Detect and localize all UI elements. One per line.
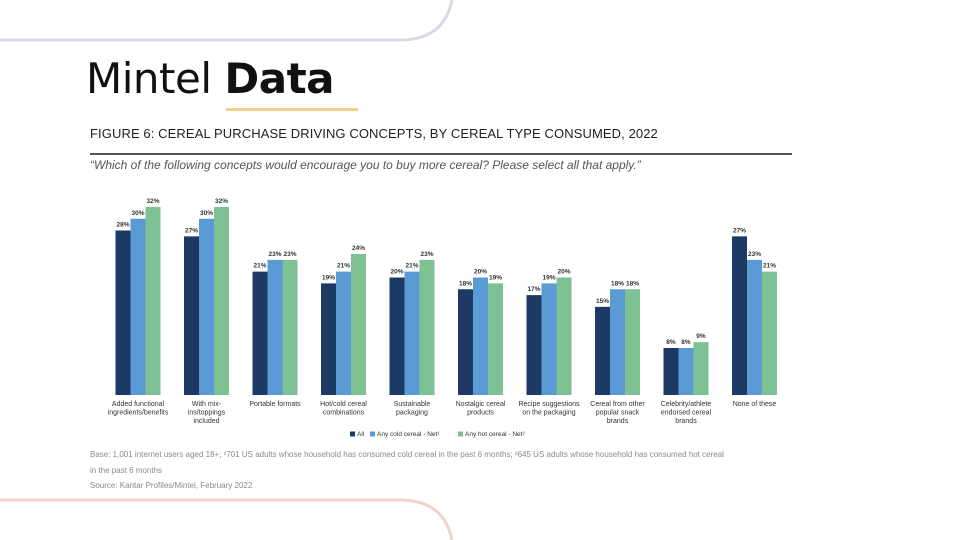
bar-5-series-1 xyxy=(389,277,405,395)
bar-9-series-3 xyxy=(693,342,709,395)
data-label-4-2: 21% xyxy=(337,263,350,270)
data-label-7-2: 19% xyxy=(542,274,555,281)
bar-10-series-1 xyxy=(732,236,747,395)
bar-9-series-1 xyxy=(663,348,679,395)
bar-3-series-2 xyxy=(267,259,283,395)
legend-label-2: Any cold cereal - Net¹ xyxy=(377,431,440,438)
brand-name-bold: Data xyxy=(224,54,334,103)
figure-question: “Which of the following concepts would e… xyxy=(90,158,641,172)
source-note: Source: Kantar Profiles/Mintel, February… xyxy=(90,481,253,490)
bar-5-series-2 xyxy=(404,271,420,395)
legend-swatch-1 xyxy=(350,431,355,437)
bar-3-series-3 xyxy=(282,259,298,395)
bar-8-series-1 xyxy=(595,306,610,395)
bar-7-series-2 xyxy=(541,283,557,395)
data-label-7-1: 17% xyxy=(527,286,540,293)
data-label-7-3: 20% xyxy=(557,269,570,276)
bar-4-series-1 xyxy=(321,283,336,395)
category-label-5: Sustainable packaging xyxy=(394,401,431,417)
category-label-3: Portable formats xyxy=(249,401,301,408)
bar-10-series-3 xyxy=(762,271,777,395)
bar-6-series-1 xyxy=(458,289,473,395)
data-label-4-1: 19% xyxy=(322,274,335,281)
data-label-8-1: 15% xyxy=(596,298,609,305)
figure-title-rule xyxy=(90,153,792,155)
data-label-3-3: 23% xyxy=(283,251,296,258)
bar-2-series-2 xyxy=(199,218,214,395)
category-label-8: Cereal from other popular snack brands xyxy=(590,401,645,425)
bar-4-series-3 xyxy=(351,254,366,395)
data-label-10-1: 27% xyxy=(733,227,746,234)
brand-name-light: Mintel xyxy=(86,54,212,103)
category-label-1: Added functional ingredients/benefits xyxy=(108,401,169,417)
bar-2-series-1 xyxy=(184,236,199,395)
data-label-10-2: 23% xyxy=(748,251,761,258)
data-label-10-3: 21% xyxy=(763,263,776,270)
bar-1-series-2 xyxy=(130,218,146,395)
data-label-9-1: 8% xyxy=(666,339,676,346)
data-label-8-3: 18% xyxy=(626,280,639,287)
data-label-5-3: 23% xyxy=(420,251,433,258)
data-label-6-3: 19% xyxy=(489,274,502,281)
data-label-9-2: 8% xyxy=(681,339,691,346)
data-label-3-2: 23% xyxy=(268,251,281,258)
base-note-line1: Base: 1,001 internet users aged 18+; ¹70… xyxy=(90,450,724,459)
legend-label-3: Any hot cereal - Net² xyxy=(465,431,525,438)
bar-4-series-2 xyxy=(336,271,351,395)
data-label-5-2: 21% xyxy=(405,263,418,270)
category-label-7: Recipe suggestions on the packaging xyxy=(518,401,580,417)
bar-7-series-1 xyxy=(526,295,542,395)
legend-swatch-3 xyxy=(458,431,463,437)
legend-label-1: All xyxy=(357,431,365,438)
bar-6-series-3 xyxy=(488,283,503,395)
bar-8-series-3 xyxy=(625,289,640,395)
bar-2-series-3 xyxy=(214,207,229,395)
bar-1-series-3 xyxy=(145,207,161,395)
category-label-4: Hot/cold cereal combinations xyxy=(320,401,367,417)
category-label-2: With mix-ins/toppings included xyxy=(188,401,226,425)
bar-9-series-2 xyxy=(678,348,694,395)
category-label-10: None of these xyxy=(733,401,777,408)
data-label-5-1: 20% xyxy=(390,269,403,276)
data-label-8-2: 18% xyxy=(611,280,624,287)
data-label-1-2: 30% xyxy=(131,210,144,217)
data-label-2-2: 30% xyxy=(200,210,213,217)
brand-underline xyxy=(226,108,358,111)
bar-6-series-2 xyxy=(473,277,488,395)
bar-8-series-2 xyxy=(610,289,625,395)
data-label-1-3: 32% xyxy=(146,198,159,205)
data-label-1-1: 28% xyxy=(116,222,129,229)
base-note-line2: in the past 6 months xyxy=(90,466,163,475)
data-label-9-3: 9% xyxy=(696,333,706,340)
data-label-3-1: 21% xyxy=(253,263,266,270)
category-label-9: Celebrity/athlete endorsed cereal brands xyxy=(661,401,712,425)
category-label-6: Nostalgic cereal products xyxy=(456,401,506,417)
data-label-4-3: 24% xyxy=(352,245,365,252)
legend-swatch-2 xyxy=(370,431,375,437)
bar-1-series-1 xyxy=(115,230,131,395)
bar-3-series-1 xyxy=(252,271,268,395)
data-label-6-2: 20% xyxy=(474,269,487,276)
brand-logo: Mintel Data xyxy=(86,54,334,103)
bar-5-series-3 xyxy=(419,259,435,395)
figure-title: FIGURE 6: CEREAL PURCHASE DRIVING CONCEP… xyxy=(90,126,658,141)
bar-10-series-2 xyxy=(747,259,762,395)
data-label-2-1: 27% xyxy=(185,227,198,234)
bar-7-series-3 xyxy=(556,277,572,395)
data-label-2-3: 32% xyxy=(215,198,228,205)
data-label-6-1: 18% xyxy=(459,280,472,287)
